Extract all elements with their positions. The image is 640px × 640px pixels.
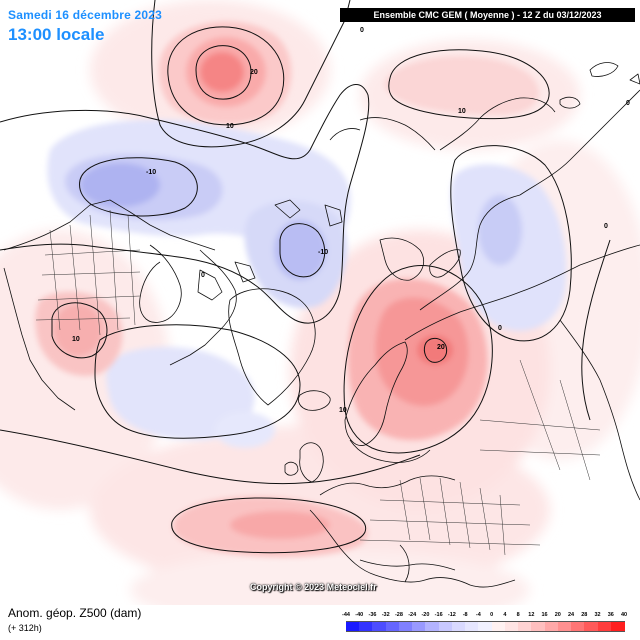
legend-tick-label: 28 [581, 612, 588, 618]
forecast-date: Samedi 16 décembre 2023 [8, 8, 163, 22]
positive-area-siberia [384, 56, 539, 115]
legend-tick-label: 36 [607, 612, 614, 618]
contour-lines [0, 0, 611, 554]
contour-label: 0 [498, 325, 502, 332]
legend-color-swatch [557, 621, 572, 632]
legend-color-swatch [491, 621, 506, 632]
legend-color-swatch [412, 621, 427, 632]
contour-label: 0 [626, 100, 630, 107]
contour-label: 20 [437, 344, 445, 351]
legend-tick-label: -40 [355, 612, 364, 618]
negative-core-asia [478, 195, 522, 265]
positive-core-scandinavia [417, 335, 453, 365]
contour-label: 10 [339, 407, 347, 414]
pale-positive-area-south-europe [130, 550, 530, 605]
legend-color-swatch [372, 621, 387, 632]
contour-labrador-0 [94, 324, 301, 439]
positive-core-us-southwest [54, 304, 102, 356]
legend-tick-label: 12 [528, 612, 535, 618]
contour-pacific-20 [195, 45, 252, 100]
contour-label: 0 [360, 27, 364, 34]
positive-core-atlantic [230, 511, 330, 539]
model-run-label: Ensemble CMC GEM ( Moyenne ) - 12 Z du 0… [340, 8, 635, 22]
legend-tick-label: 24 [567, 612, 575, 618]
contour-label: 10 [72, 336, 80, 343]
contour-pacific-0 [151, 0, 351, 148]
legend-tick-label: 16 [541, 612, 548, 618]
legend-tick-label: -12 [447, 612, 456, 618]
legend-tick-label: -20 [421, 612, 430, 618]
coastlines [3, 62, 640, 588]
legend-color-swatch [504, 621, 519, 632]
contour-arctic-minus10 [279, 223, 326, 278]
forecast-time: 13:00 locale [8, 25, 105, 44]
legend-color-swatch [451, 621, 466, 632]
contour-label: 20 [250, 69, 258, 76]
legend-color-swatch [597, 621, 612, 632]
legend-color-swatch [544, 621, 559, 632]
contour-europe-10 [343, 265, 493, 454]
legend-tick-label: 40 [620, 612, 628, 618]
legend-tick-label: -16 [434, 612, 443, 618]
legend-color-swatch [478, 621, 493, 632]
legend-tick-label: -28 [394, 612, 403, 618]
legend-tick-label: 8 [516, 612, 520, 618]
contour-label: 0 [604, 223, 608, 230]
negative-core-arctic [274, 220, 326, 280]
contour-asia-0 [450, 145, 572, 342]
legend-tick-label: 20 [554, 612, 561, 618]
legend-color-swatch [518, 621, 533, 632]
lead-time-label: (+ 312h) [8, 623, 42, 633]
legend-color-swatch [438, 621, 453, 632]
negative-area-greenland-sea [215, 412, 275, 448]
legend-tick-label: -24 [408, 612, 417, 618]
legend-tick-label: 0 [490, 612, 494, 618]
contour-us-10 [51, 302, 108, 359]
legend-color-swatch [425, 621, 440, 632]
contour-label: 0 [201, 272, 205, 279]
iceland-outline [298, 390, 331, 411]
color-scale-legend: -44 -40 -36 -32 -28 -24 -20 -16 -12 -8 -4 0 4 8 12 16 20… [342, 612, 628, 636]
legend-color-swatch [346, 621, 360, 632]
contour-label: 10 [226, 123, 234, 130]
negative-core-hudson [80, 163, 160, 207]
legend-tick-label: -32 [381, 612, 390, 618]
contour-label: -10 [146, 169, 156, 176]
legend-color-swatch [359, 621, 374, 632]
legend-tick-label: -8 [462, 612, 468, 618]
legend-tick-label: -4 [475, 612, 481, 618]
legend-color-swatch [465, 621, 480, 632]
contour-na-0 [0, 84, 370, 324]
contour-label: -10 [318, 249, 328, 256]
political-borders [35, 209, 601, 556]
legend-tick-label: -44 [342, 612, 350, 618]
contour-label: 10 [458, 108, 466, 115]
negative-area-labrador [106, 346, 255, 440]
copyright-notice: Copyright © 2023 Meteociel.fr [250, 582, 377, 592]
legend-tick-label: -36 [368, 612, 377, 618]
positive-core-pacific [200, 52, 244, 92]
contour-atlantic-10 [171, 497, 367, 554]
contour-pacific-10 [167, 26, 285, 126]
legend-color-swatch [531, 621, 546, 632]
contour-labels: 20 10 0 -10 -10 10 20 10 0 0 10 0 0 [72, 27, 630, 414]
legend-color-swatch [398, 621, 413, 632]
contour-siberia-0 [388, 49, 550, 120]
legend-color-swatch [584, 621, 599, 632]
contour-canada-minus10 [79, 157, 198, 217]
contour-south-0 [0, 429, 421, 485]
scandinavia-outline [344, 341, 408, 446]
legend-tick-label: 4 [503, 612, 507, 618]
contour-east-asia-0 [581, 239, 611, 421]
contour-europe-20 [423, 337, 448, 363]
legend-color-swatch [385, 621, 400, 632]
siberia-coast [404, 244, 640, 341]
legend-color-swatch [610, 621, 625, 632]
legend-tick-label: 32 [594, 612, 601, 618]
variable-label: Anom. géop. Z500 (dam) [8, 606, 142, 620]
legend-color-swatch [571, 621, 586, 632]
